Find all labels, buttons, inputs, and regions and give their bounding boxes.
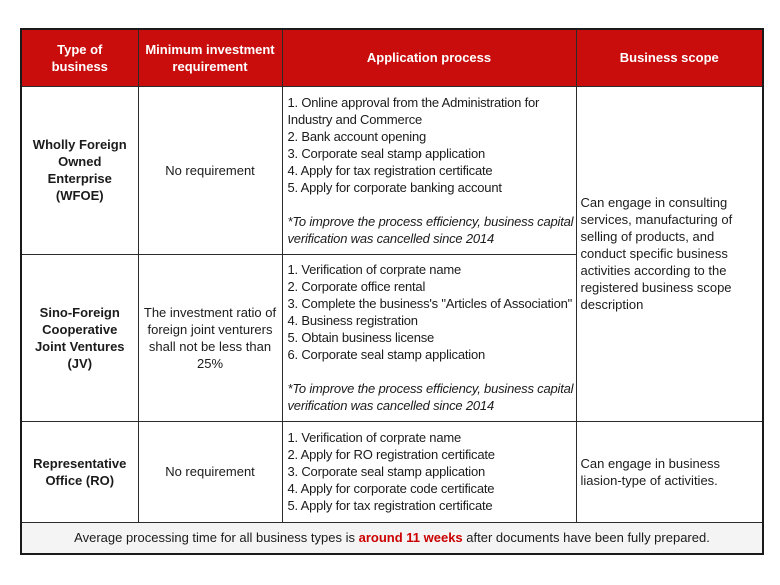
footer-text-suffix: after documents have been fully prepared…: [462, 530, 710, 546]
jv-process: 1. Verification of corprate name 2. Corp…: [281, 253, 577, 422]
header-type-of-business: Type of business: [20, 28, 139, 87]
footer-highlight: around 11 weeks: [358, 530, 463, 546]
process-step: 5. Obtain business license: [287, 330, 435, 345]
wfoe-jv-scope: Can engage in consulting services, manuf…: [575, 85, 764, 422]
process-step: 1. Verification of corprate name: [287, 430, 462, 445]
table-footer-row: Average processing time for all business…: [20, 521, 764, 555]
process-step: 6. Corporate seal stamp application: [287, 347, 486, 362]
process-step: 2. Bank account opening: [287, 128, 427, 144]
process-step: 1. Verification of corprate name: [287, 262, 462, 277]
process-step: 3. Complete the business's "Articles of …: [287, 296, 573, 311]
wfoe-requirement: No requirement: [137, 85, 283, 255]
process-step: 5. Apply for corporate banking account: [287, 179, 502, 195]
wfoe-process: 1. Online approval from the Administrati…: [281, 85, 577, 255]
process-note: *To improve the process efficiency, busi…: [287, 381, 574, 413]
ro-process: 1. Verification of corprate name 2. Appl…: [281, 420, 577, 523]
process-note: *To improve the process efficiency, busi…: [287, 213, 574, 246]
ro-type: Representative Office (RO): [20, 420, 139, 523]
process-step: 3. Corporate seal stamp application: [287, 464, 486, 479]
process-step: 2. Corporate office rental: [287, 279, 426, 294]
process-step: 5. Apply for tax registration certificat…: [287, 498, 493, 513]
jv-requirement: The investment ratio of foreign joint ve…: [137, 253, 283, 422]
header-minimum-investment: Minimum investment requirement: [137, 28, 283, 87]
process-step: 4. Apply for tax registration certificat…: [287, 162, 493, 178]
table-row-ro: Representative Office (RO) No requiremen…: [20, 420, 764, 523]
table-row-wfoe: Wholly Foreign Owned Enterprise (WFOE) N…: [20, 85, 764, 422]
processing-time-note: Average processing time for all business…: [20, 521, 764, 555]
footer-text-prefix: Average processing time for all business…: [74, 530, 359, 546]
ro-scope: Can engage in business liasion-type of a…: [575, 420, 764, 523]
process-step: 1. Online approval from the Administrati…: [287, 94, 540, 127]
wfoe-type: Wholly Foreign Owned Enterprise (WFOE): [20, 85, 139, 255]
ro-requirement: No requirement: [137, 420, 283, 523]
process-step: 4. Apply for corporate code certificate: [287, 481, 495, 496]
process-step: 3. Corporate seal stamp application: [287, 145, 486, 161]
business-types-table: Type of business Minimum investment requ…: [20, 28, 764, 555]
jv-type: Sino-Foreign Cooperative Joint Ventures …: [20, 253, 139, 422]
header-application-process: Application process: [281, 28, 577, 87]
process-step: 2. Apply for RO registration certificate: [287, 447, 496, 462]
table-header-row: Type of business Minimum investment requ…: [20, 28, 764, 87]
header-business-scope: Business scope: [575, 28, 764, 87]
process-step: 4. Business registration: [287, 313, 419, 328]
